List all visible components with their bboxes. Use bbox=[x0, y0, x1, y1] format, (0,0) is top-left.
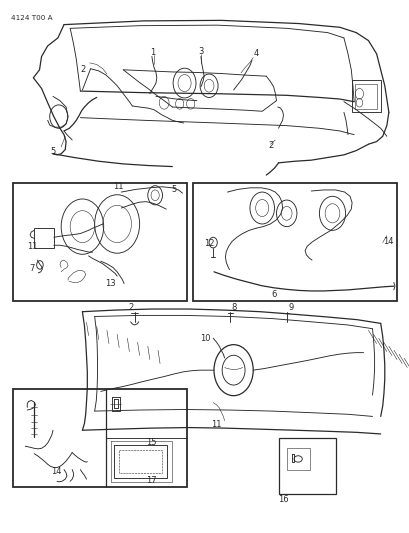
Bar bbox=[355, 84, 377, 109]
Bar bbox=[34, 228, 54, 248]
Text: 6: 6 bbox=[270, 290, 276, 299]
Text: 10: 10 bbox=[200, 334, 211, 343]
Bar bbox=[278, 438, 335, 494]
Text: 5: 5 bbox=[50, 147, 56, 156]
Bar bbox=[192, 182, 396, 301]
Text: 16: 16 bbox=[277, 495, 288, 504]
Text: 14: 14 bbox=[50, 467, 61, 475]
Text: 4124 T00 A: 4124 T00 A bbox=[11, 15, 52, 21]
Text: 4: 4 bbox=[253, 50, 258, 58]
Text: 15: 15 bbox=[146, 439, 156, 448]
Bar bbox=[13, 389, 186, 487]
Bar bbox=[351, 80, 380, 112]
Text: 2: 2 bbox=[81, 66, 85, 74]
Text: 5: 5 bbox=[171, 185, 177, 194]
Text: 17: 17 bbox=[145, 476, 156, 484]
Text: 9: 9 bbox=[288, 303, 293, 312]
Text: 14: 14 bbox=[382, 237, 392, 246]
Text: 12: 12 bbox=[203, 239, 214, 248]
Text: 11: 11 bbox=[112, 182, 123, 191]
Bar bbox=[286, 448, 310, 470]
Text: 2: 2 bbox=[128, 303, 133, 312]
Bar bbox=[13, 182, 186, 301]
Text: 7: 7 bbox=[29, 264, 35, 273]
Text: 2: 2 bbox=[268, 141, 273, 150]
Text: 13: 13 bbox=[105, 279, 115, 288]
Text: 11: 11 bbox=[27, 242, 37, 251]
Text: 1: 1 bbox=[150, 48, 155, 56]
Text: 3: 3 bbox=[198, 47, 203, 55]
Text: 11: 11 bbox=[211, 420, 221, 429]
Text: 8: 8 bbox=[231, 303, 236, 312]
